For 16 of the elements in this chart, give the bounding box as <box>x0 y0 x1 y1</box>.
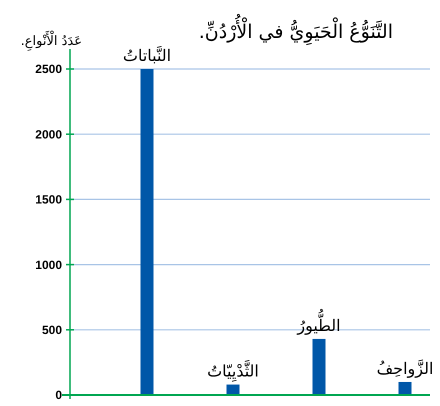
y-tick-label: 500 <box>42 323 62 337</box>
x-tick-label: الثَّدْيِيّاتُ <box>207 358 259 382</box>
bar <box>140 69 154 395</box>
y-tick-label: 2500 <box>35 62 62 76</box>
y-tick-label: 0 <box>55 388 62 402</box>
y-tick-label: 1500 <box>35 192 62 207</box>
bar <box>312 338 326 395</box>
y-tick-label: 1000 <box>35 258 62 272</box>
y-axis-title: عَدَدُ الْأَنْواعِ. <box>20 30 82 51</box>
chart-title: التَّنَوُّعُ الْحَيَوِيُّ في الْأُرْدُنِّ. <box>198 13 393 46</box>
bar <box>226 384 240 395</box>
x-tick-label: الطُّيورُ <box>296 308 341 335</box>
y-tick-label: 2000 <box>35 127 62 142</box>
x-tick-label: الزَّواحِفُ <box>376 358 434 378</box>
x-tick-label: النَّباتاتُ <box>122 45 172 65</box>
bar <box>398 382 412 395</box>
